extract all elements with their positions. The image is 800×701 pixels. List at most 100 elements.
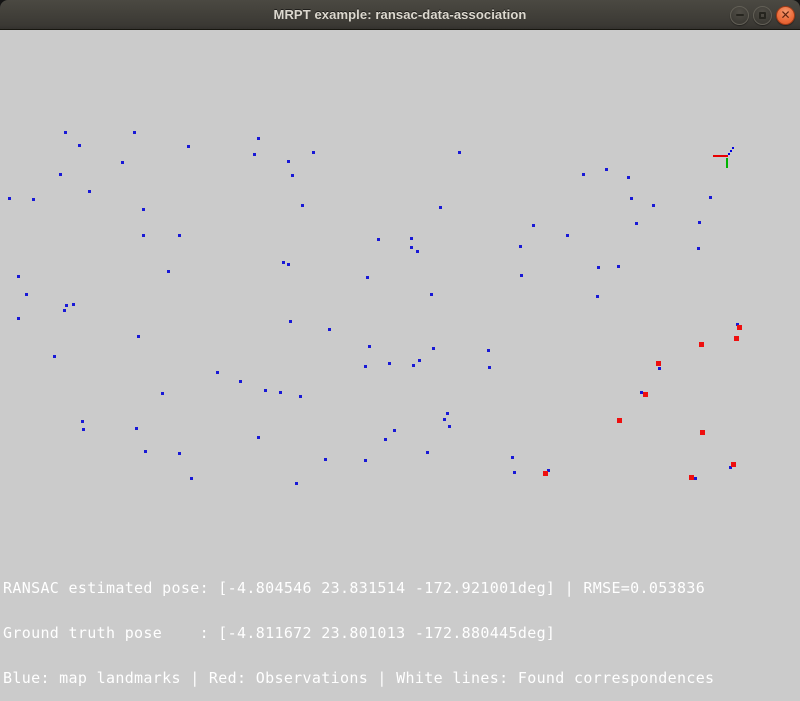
landmark-dot: [696, 246, 700, 250]
landmark-dot: [486, 348, 490, 352]
landmark-dot: [136, 334, 140, 338]
landmark-dot: [487, 365, 491, 369]
landmark-dot: [286, 262, 290, 266]
landmark-dot: [24, 292, 28, 296]
maximize-icon: [759, 11, 766, 19]
landmark-dot: [300, 203, 304, 207]
landmark-dot: [383, 437, 387, 441]
landmark-dot: [80, 419, 84, 423]
status-line-ransac-pose: RANSAC estimated pose: [-4.804546 23.831…: [3, 579, 706, 597]
landmark-dot: [278, 390, 282, 394]
close-button[interactable]: ✕: [776, 5, 795, 25]
landmark-dot: [445, 411, 449, 415]
status-overlay: RANSAC estimated pose: [-4.804546 23.831…: [3, 551, 714, 701]
landmark-dot: [58, 172, 62, 176]
landmark-dot: [708, 195, 712, 199]
observation-dot: [688, 474, 694, 480]
landmark-dot: [256, 136, 260, 140]
pose-x-axis: [713, 155, 728, 157]
landmark-dot: [657, 366, 661, 370]
landmark-dot: [52, 354, 56, 358]
landmark-dot: [263, 388, 267, 392]
landmark-dot: [438, 205, 442, 209]
landmark-dot: [510, 455, 514, 459]
landmark-dot: [519, 273, 523, 277]
landmark-dot: [442, 417, 446, 421]
minimize-icon: [735, 14, 744, 16]
landmark-dot: [363, 364, 367, 368]
landmark-dot: [376, 237, 380, 241]
observation-dot: [699, 429, 705, 435]
landmark-dot: [132, 130, 136, 134]
landmark-dot: [77, 143, 81, 147]
landmark-dot: [425, 450, 429, 454]
landmark-dot: [63, 130, 67, 134]
landmark-dot: [387, 361, 391, 365]
landmark-dot: [565, 233, 569, 237]
pose-z-axis-dash: [730, 150, 732, 152]
landmark-dot: [363, 458, 367, 462]
pose-z-axis-dash: [728, 153, 730, 155]
landmark-dot: [7, 196, 11, 200]
landmark-dot: [629, 196, 633, 200]
landmark-dot: [290, 173, 294, 177]
opengl-viewport[interactable]: [0, 31, 800, 600]
landmark-dot: [323, 457, 327, 461]
landmark-dot: [693, 476, 697, 480]
landmark-dot: [141, 207, 145, 211]
landmark-dot: [143, 449, 147, 453]
observation-dot: [698, 341, 704, 347]
landmark-dot: [177, 451, 181, 455]
minimize-button[interactable]: [730, 5, 749, 25]
landmark-dot: [512, 470, 516, 474]
landmark-dot: [596, 265, 600, 269]
observation-dot: [736, 324, 742, 330]
window-title: MRPT example: ransac-data-association: [273, 7, 527, 22]
landmark-dot: [518, 244, 522, 248]
landmark-dot: [415, 249, 419, 253]
landmark-dot: [160, 391, 164, 395]
landmark-dot: [87, 189, 91, 193]
landmark-dot: [417, 358, 421, 362]
landmark-dot: [186, 144, 190, 148]
landmark-dot: [189, 476, 193, 480]
landmark-dot: [311, 150, 315, 154]
landmark-dot: [367, 344, 371, 348]
landmark-dot: [429, 292, 433, 296]
landmark-dot: [64, 303, 68, 307]
status-line-legend: Blue: map landmarks | Red: Observations …: [3, 669, 715, 687]
landmark-dot: [286, 159, 290, 163]
landmark-dot: [294, 481, 298, 485]
landmark-dot: [616, 264, 620, 268]
landmark-dot: [651, 203, 655, 207]
landmark-dot: [215, 370, 219, 374]
landmark-dot: [252, 152, 256, 156]
landmark-dot: [531, 223, 535, 227]
landmark-dot: [134, 426, 138, 430]
landmark-dot: [238, 379, 242, 383]
landmark-dot: [409, 236, 413, 240]
landmark-dot: [634, 221, 638, 225]
landmark-dot: [31, 197, 35, 201]
landmark-dot: [626, 175, 630, 179]
landmark-dot: [298, 394, 302, 398]
landmark-dot: [431, 346, 435, 350]
observation-dot: [616, 417, 622, 423]
landmark-dot: [392, 428, 396, 432]
window-controls: ✕: [730, 0, 795, 30]
titlebar[interactable]: MRPT example: ransac-data-association ✕: [0, 0, 800, 30]
observation-dot: [655, 360, 661, 366]
maximize-button[interactable]: [753, 5, 772, 25]
landmark-dot: [447, 424, 451, 428]
landmark-dot: [16, 316, 20, 320]
landmark-dot: [639, 390, 643, 394]
landmark-dot: [581, 172, 585, 176]
pose-z-axis-dash: [732, 147, 734, 149]
landmark-dot: [166, 269, 170, 273]
pose-y-axis: [726, 158, 728, 168]
landmark-dot: [71, 302, 75, 306]
app-window: { "window": { "title": "MRPT example: ra…: [0, 0, 800, 686]
observation-dot: [642, 391, 648, 397]
landmark-dot: [457, 150, 461, 154]
close-icon: ✕: [780, 7, 791, 22]
